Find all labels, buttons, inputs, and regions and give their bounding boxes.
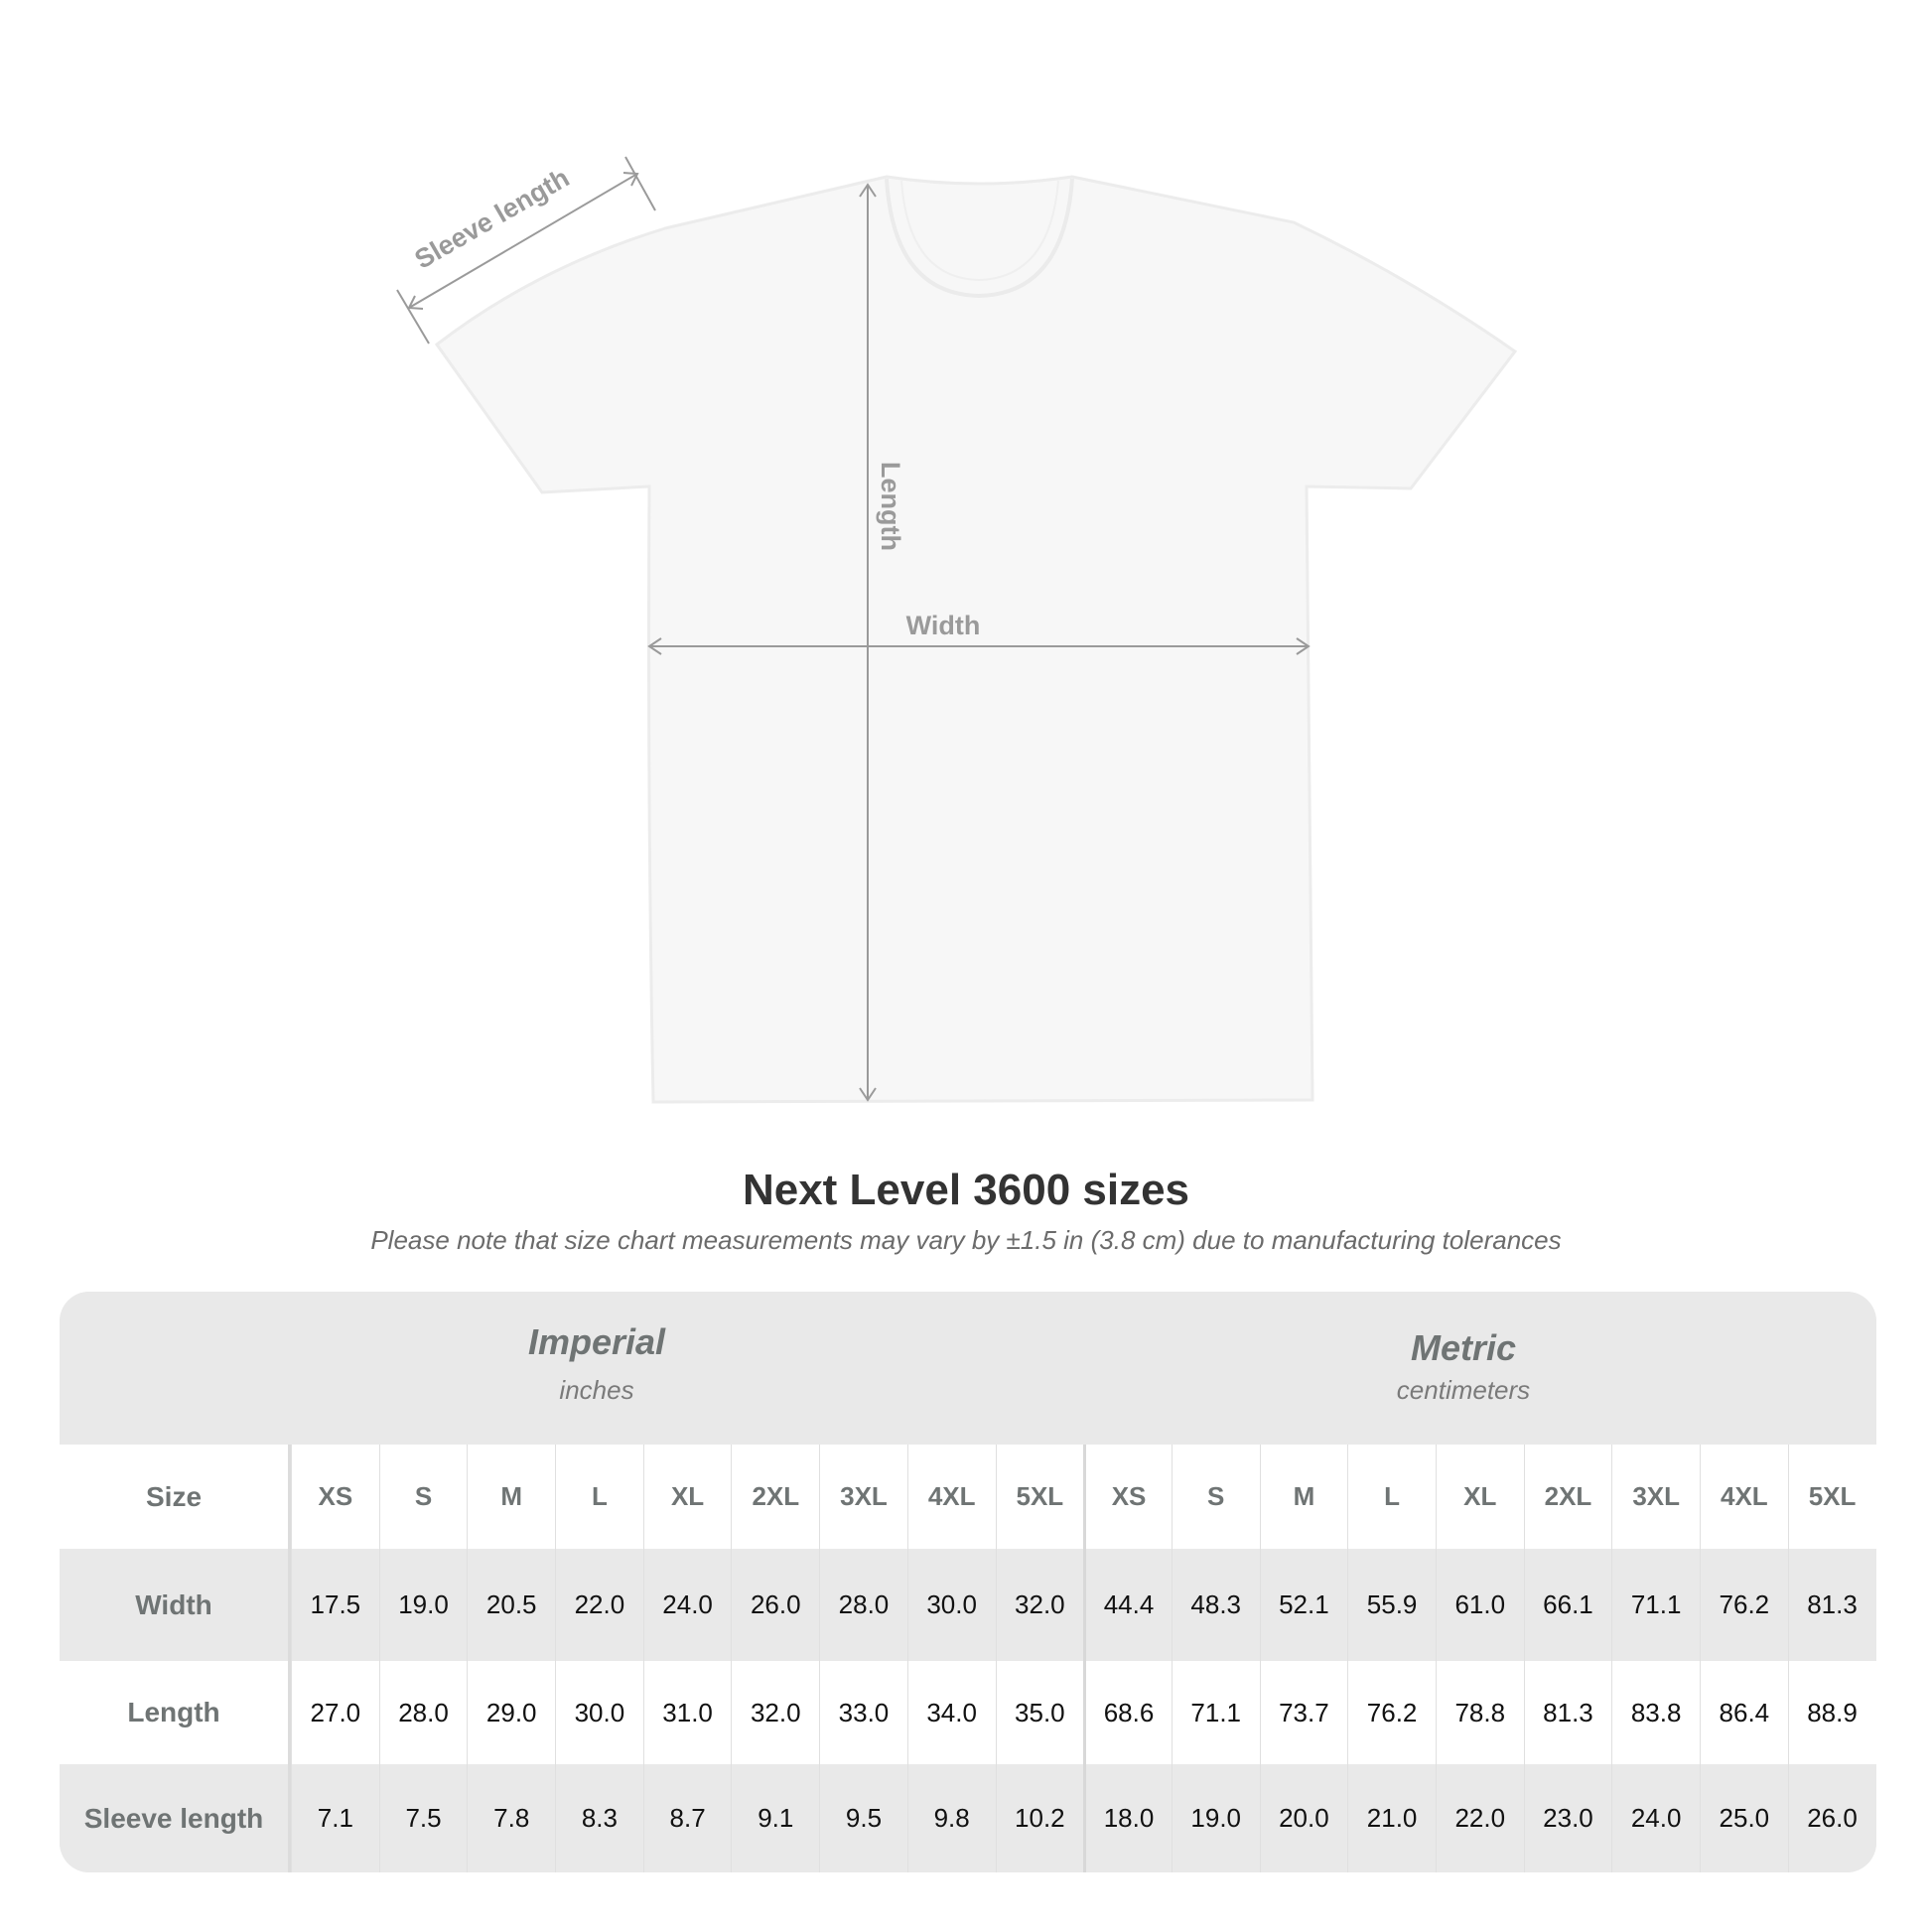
metric-unit: centimeters xyxy=(1396,1375,1531,1405)
cell-metric: 66.1 xyxy=(1523,1549,1612,1661)
size-header-row: Size XS S M L XL 2XL 3XL 4XL 5XL XS S M L XL 2XL 3XL 4XL 5… xyxy=(60,1445,1876,1549)
page-title: Next Level 3600 sizes xyxy=(742,1166,1190,1214)
cell-imperial: 20.5 xyxy=(467,1549,555,1661)
sleeve-length-label: Sleeve length xyxy=(410,163,575,275)
size-header-imperial: XL xyxy=(642,1445,732,1549)
cell-metric: 20.0 xyxy=(1259,1764,1348,1872)
table-row: Sleeve length 7.1 7.5 7.8 8.3 8.7 9.1 9.5 9.8 10.… xyxy=(60,1764,1876,1872)
cell-metric: 86.4 xyxy=(1700,1661,1788,1764)
cell-metric: 76.2 xyxy=(1700,1549,1788,1661)
cell-imperial: 17.5 xyxy=(291,1549,379,1661)
size-header-imperial: M xyxy=(467,1445,555,1549)
cell-metric: 71.1 xyxy=(1171,1661,1260,1764)
size-header-imperial: 4XL xyxy=(906,1445,996,1549)
cell-metric: 21.0 xyxy=(1347,1764,1436,1872)
cell-imperial: 29.0 xyxy=(467,1661,555,1764)
size-header-metric: XS xyxy=(1083,1445,1172,1549)
size-header-metric: 2XL xyxy=(1523,1445,1612,1549)
cell-metric: 78.8 xyxy=(1435,1661,1524,1764)
cell-imperial: 7.1 xyxy=(291,1764,379,1872)
cell-metric: 76.2 xyxy=(1347,1661,1436,1764)
cell-imperial: 30.0 xyxy=(555,1661,643,1764)
row-label: Size xyxy=(60,1445,291,1549)
table-row: Length 27.0 28.0 29.0 30.0 31.0 32.0 33.0 34.0 35… xyxy=(60,1661,1876,1764)
cell-metric: 81.3 xyxy=(1787,1549,1876,1661)
table-header: Imperial inches Metric centimeters xyxy=(60,1292,1876,1445)
cell-imperial: 35.0 xyxy=(995,1661,1084,1764)
size-header-metric: 5XL xyxy=(1787,1445,1876,1549)
imperial-unit: inches xyxy=(559,1375,634,1405)
cell-imperial: 28.0 xyxy=(378,1661,468,1764)
cell-imperial: 26.0 xyxy=(731,1549,819,1661)
collar xyxy=(885,178,1074,299)
cell-metric: 24.0 xyxy=(1611,1764,1700,1872)
cell-imperial: 28.0 xyxy=(819,1549,907,1661)
row-label: Length xyxy=(60,1661,291,1764)
size-header-metric: 3XL xyxy=(1611,1445,1700,1549)
size-header-imperial: 2XL xyxy=(731,1445,819,1549)
cell-imperial: 27.0 xyxy=(291,1661,379,1764)
tshirt-diagram: Sleeve length Length Width xyxy=(396,156,1518,1104)
cell-imperial: 24.0 xyxy=(642,1549,732,1661)
cell-metric: 71.1 xyxy=(1611,1549,1700,1661)
cell-imperial: 30.0 xyxy=(906,1549,996,1661)
size-header-metric: L xyxy=(1347,1445,1436,1549)
cell-metric: 55.9 xyxy=(1347,1549,1436,1661)
cell-imperial: 10.2 xyxy=(995,1764,1084,1872)
size-header-imperial: 5XL xyxy=(995,1445,1084,1549)
cell-imperial: 7.5 xyxy=(378,1764,468,1872)
cell-imperial: 7.8 xyxy=(467,1764,555,1872)
cell-metric: 23.0 xyxy=(1523,1764,1612,1872)
cell-imperial: 19.0 xyxy=(378,1549,468,1661)
metric-header: Metric centimeters xyxy=(1265,1327,1662,1406)
size-table: Imperial inches Metric centimeters Size X… xyxy=(60,1292,1876,1872)
size-header-imperial: 3XL xyxy=(819,1445,907,1549)
tshirt-shape xyxy=(434,175,1518,1104)
size-header-metric: XL xyxy=(1435,1445,1524,1549)
cell-imperial: 9.5 xyxy=(819,1764,907,1872)
cell-metric: 83.8 xyxy=(1611,1661,1700,1764)
row-label: Width xyxy=(60,1549,291,1661)
cell-imperial: 32.0 xyxy=(995,1549,1084,1661)
cell-metric: 61.0 xyxy=(1435,1549,1524,1661)
size-header-metric: S xyxy=(1171,1445,1260,1549)
cell-metric: 25.0 xyxy=(1700,1764,1788,1872)
length-label: Length xyxy=(876,462,905,551)
cell-imperial: 8.7 xyxy=(642,1764,732,1872)
size-header-imperial: XS xyxy=(291,1445,379,1549)
metric-title: Metric xyxy=(1410,1327,1517,1368)
cell-imperial: 22.0 xyxy=(555,1549,643,1661)
cell-metric: 73.7 xyxy=(1259,1661,1348,1764)
size-header-imperial: S xyxy=(378,1445,468,1549)
cell-metric: 68.6 xyxy=(1083,1661,1172,1764)
imperial-title: Imperial xyxy=(527,1321,666,1362)
cell-imperial: 31.0 xyxy=(642,1661,732,1764)
cell-metric: 18.0 xyxy=(1083,1764,1172,1872)
cell-metric: 44.4 xyxy=(1083,1549,1172,1661)
sleeve-line xyxy=(408,173,638,309)
width-label: Width xyxy=(906,611,981,640)
cell-metric: 26.0 xyxy=(1787,1764,1876,1872)
cell-imperial: 33.0 xyxy=(819,1661,907,1764)
cell-metric: 81.3 xyxy=(1523,1661,1612,1764)
cell-metric: 48.3 xyxy=(1171,1549,1260,1661)
size-header-imperial: L xyxy=(555,1445,643,1549)
cell-imperial: 32.0 xyxy=(731,1661,819,1764)
cell-metric: 22.0 xyxy=(1435,1764,1524,1872)
cell-imperial: 34.0 xyxy=(906,1661,996,1764)
cell-metric: 88.9 xyxy=(1787,1661,1876,1764)
cell-imperial: 8.3 xyxy=(555,1764,643,1872)
size-header-metric: M xyxy=(1259,1445,1348,1549)
cell-imperial: 9.1 xyxy=(731,1764,819,1872)
cell-metric: 19.0 xyxy=(1171,1764,1260,1872)
size-header-metric: 4XL xyxy=(1700,1445,1788,1549)
cell-metric: 52.1 xyxy=(1259,1549,1348,1661)
tolerance-note: Please note that size chart measurements… xyxy=(370,1225,1562,1255)
row-label: Sleeve length xyxy=(60,1764,291,1872)
table-row: Width 17.5 19.0 20.5 22.0 24.0 26.0 28.0 30.0 32.… xyxy=(60,1549,1876,1661)
imperial-header: Imperial inches xyxy=(398,1321,795,1406)
cell-imperial: 9.8 xyxy=(906,1764,996,1872)
